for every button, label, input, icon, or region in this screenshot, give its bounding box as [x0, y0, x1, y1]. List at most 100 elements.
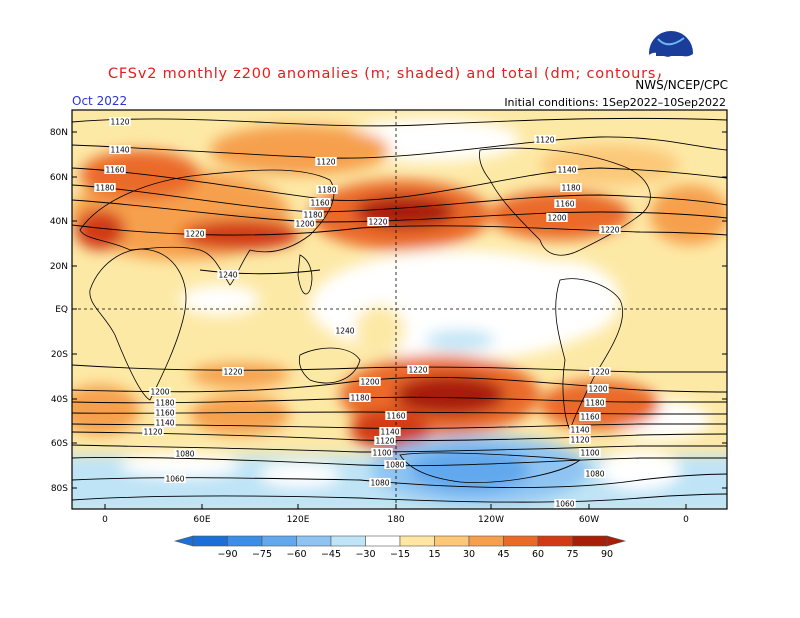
contour-label-bg — [217, 270, 239, 279]
contour-label: 1140 — [557, 166, 576, 175]
contour-label: 1120 — [570, 436, 589, 445]
colorbar-tick-label: 30 — [463, 549, 475, 560]
colorbar-arrow-high — [606, 535, 627, 547]
longitude-axis: 0 60E 120E 180 120W 60W 0 — [102, 504, 689, 525]
contour-label-bg — [154, 418, 176, 427]
contour-label: 1120 — [375, 437, 394, 446]
colorbar-tick-label: 90 — [601, 549, 613, 560]
colorbar-arrow-low — [173, 535, 194, 547]
contour-label: 1100 — [372, 449, 391, 458]
lon-tick-label: 0 — [683, 515, 689, 525]
colorbar-tick-label: −90 — [217, 549, 237, 560]
colorbar-swatch — [227, 535, 263, 547]
contour-label: 1180 — [155, 399, 174, 408]
lat-tick-label: EQ — [55, 305, 68, 315]
contour-label: 1200 — [360, 378, 379, 387]
contour-label: 1200 — [150, 388, 169, 397]
contour-label-bg — [584, 469, 606, 478]
contour-label-bg — [560, 183, 582, 192]
contour-label-bg — [554, 199, 576, 208]
contour-label: 1060 — [555, 500, 574, 509]
lon-tick-label: 120W — [478, 515, 504, 525]
lon-tick-label: 0 — [102, 515, 108, 525]
lat-tick-label: 80S — [51, 484, 68, 494]
contour-label: 1160 — [386, 412, 405, 421]
contour-label-bg — [109, 117, 131, 126]
contour-label: 1220 — [368, 218, 387, 227]
contour-label-bg — [334, 326, 356, 335]
contour-label-bg — [316, 185, 338, 194]
contour-label: 1180 — [95, 184, 114, 193]
contour-label-bg — [359, 377, 381, 386]
contour-label-bg — [142, 427, 164, 436]
contour-label: 1160 — [310, 199, 329, 208]
contour-label: 1080 — [175, 450, 194, 459]
contour-label: 1180 — [317, 186, 336, 195]
contour-label-bg — [94, 183, 116, 192]
lon-tick-label: 60E — [193, 515, 210, 525]
colorbar-tick-label: −75 — [252, 549, 272, 560]
colorbar-tick-label: −30 — [355, 549, 375, 560]
colorbar-swatch — [192, 535, 228, 547]
contour-label-bg — [374, 436, 396, 445]
contour-label-bg — [104, 165, 126, 174]
agency-label: NWS/NCEP/CPC — [635, 78, 728, 92]
contour-label: 1220 — [600, 226, 619, 235]
contour-label: 1100 — [580, 449, 599, 458]
contour-label-bg — [371, 448, 393, 457]
contour-label: 1220 — [590, 368, 609, 377]
forecast-month: Oct 2022 — [72, 94, 128, 108]
contour-label-bg — [599, 225, 621, 234]
contour-label-bg — [569, 425, 591, 434]
lat-tick-label: 20S — [51, 350, 68, 360]
contour-label: 1220 — [223, 368, 242, 377]
contour-label: 1140 — [155, 419, 174, 428]
contour-label-bg — [579, 412, 601, 421]
contour-label: 1080 — [370, 479, 389, 488]
contour-label-bg — [384, 460, 406, 469]
contour-label-bg — [349, 393, 371, 402]
colorbar-tick-label: 15 — [428, 549, 440, 560]
contour-label: 1120 — [535, 136, 554, 145]
contour-label: 1160 — [155, 409, 174, 418]
lat-tick-label: 80N — [50, 128, 68, 138]
colorbar-tick-label: −15 — [390, 549, 410, 560]
contour-label: 1160 — [580, 413, 599, 422]
colorbar-tick-label: 75 — [566, 549, 578, 560]
lat-tick-label: 60S — [51, 439, 68, 449]
contour-label: 1140 — [570, 426, 589, 435]
contour-label-bg — [164, 474, 186, 483]
contour-label-bg — [385, 411, 407, 420]
contour-label-bg — [109, 145, 131, 154]
contour-label: 1240 — [335, 327, 354, 336]
noaa-logo-icon — [649, 31, 694, 76]
colorbar-tick-label: −45 — [321, 549, 341, 560]
contour-label: 1080 — [385, 461, 404, 470]
contour-label: 1220 — [185, 230, 204, 239]
contour-label: 1080 — [585, 470, 604, 479]
contour-label-bg — [184, 229, 206, 238]
contour-label-bg — [589, 367, 611, 376]
colorbar: −90 −75 −60 −45 −30 −15 15 30 45 60 75 90 — [173, 535, 627, 560]
geopotential-contours — [72, 117, 727, 503]
anomaly-shading — [72, 110, 727, 509]
colorbar-swatch — [537, 535, 573, 547]
colorbar-swatch — [365, 535, 401, 547]
contour-label: 1120 — [143, 428, 162, 437]
coastlines — [79, 147, 651, 483]
contour-label: 1240 — [218, 271, 237, 280]
contour-label-bg — [584, 398, 606, 407]
contour-label-bg — [309, 198, 331, 207]
contour-label: 1200 — [295, 220, 314, 229]
contour-label: 1200 — [588, 385, 607, 394]
colorbar-swatch — [399, 535, 435, 547]
contour-label-bg — [579, 448, 601, 457]
contour-label: 1060 — [165, 475, 184, 484]
colorbar-swatch — [261, 535, 297, 547]
lon-tick-label: 180 — [387, 515, 404, 525]
contour-label-bg — [149, 387, 171, 396]
colorbar-swatch — [296, 535, 332, 547]
lat-tick-label: 40N — [50, 217, 68, 227]
contour-label-bg — [315, 157, 337, 166]
